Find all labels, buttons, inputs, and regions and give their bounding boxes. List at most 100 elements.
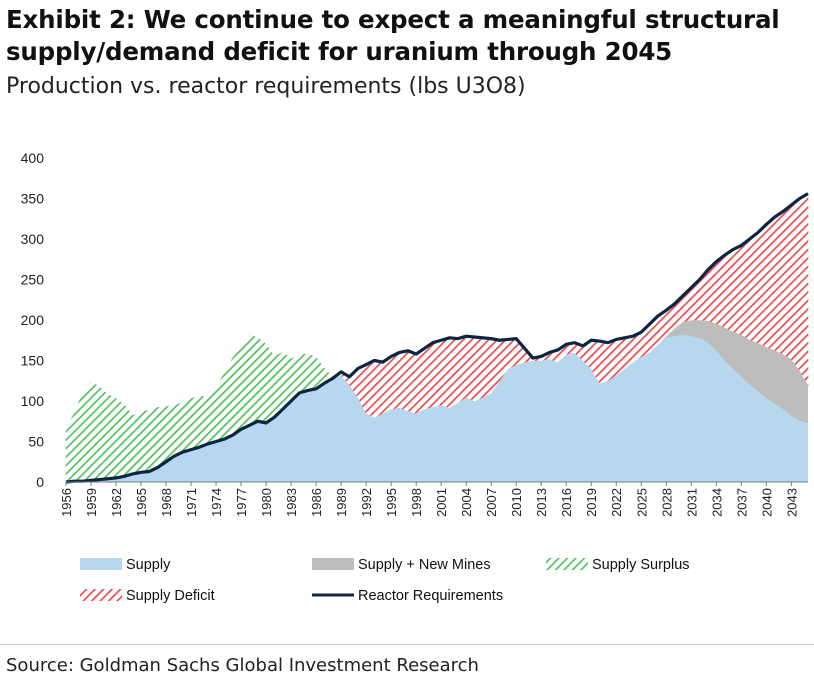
area-supply-deficit bbox=[382, 355, 392, 414]
area-supply-deficit bbox=[741, 238, 750, 340]
x-tick-label: 2025 bbox=[634, 488, 649, 517]
y-tick-label: 300 bbox=[21, 231, 45, 247]
y-tick-label: 150 bbox=[21, 353, 45, 369]
area-supply-surplus bbox=[165, 404, 175, 463]
chart-title: Exhibit 2: We continue to expect a meani… bbox=[6, 5, 780, 66]
area-supply-deficit bbox=[724, 248, 734, 332]
area-supply-surplus bbox=[132, 411, 142, 475]
area-supply-deficit bbox=[774, 210, 784, 355]
area-supply-surplus bbox=[90, 381, 100, 481]
area-supply-surplus bbox=[232, 343, 242, 436]
x-tick-label: 1995 bbox=[384, 488, 399, 517]
x-tick-label: 2031 bbox=[684, 488, 699, 517]
area-supply-deficit bbox=[507, 338, 517, 370]
x-tick-label: 2013 bbox=[534, 488, 549, 517]
area-supply-surplus bbox=[257, 337, 267, 424]
area-supply-surplus bbox=[307, 353, 317, 391]
x-tick-label: 1983 bbox=[284, 488, 299, 517]
area-supply-deficit bbox=[766, 216, 775, 351]
x-tick-label: 1977 bbox=[234, 488, 249, 517]
uranium-supply-demand-chart: 0 50 100 150 200 250 300 350 400 1956 1959 1962 196… bbox=[21, 150, 809, 604]
x-tick-label: 1989 bbox=[334, 488, 349, 517]
area-supply-deficit bbox=[782, 204, 792, 360]
area-supply-surplus bbox=[224, 356, 234, 440]
x-tick-label: 2040 bbox=[759, 488, 774, 517]
line-reactor-requirements bbox=[65, 192, 809, 484]
area-supply-surplus bbox=[299, 353, 309, 394]
area-supply-deficit bbox=[365, 360, 375, 418]
x-tick-label: 1992 bbox=[359, 488, 374, 517]
area-supply-surplus bbox=[265, 343, 275, 424]
x-tick-label: 1959 bbox=[84, 488, 99, 517]
area-supply-surplus bbox=[124, 404, 133, 477]
legend-item-reactor: Reactor Requirements bbox=[312, 588, 503, 604]
legend-item-surplus: Supply Surplus bbox=[546, 557, 690, 573]
legend-swatch bbox=[546, 558, 588, 570]
area-supply-deficit bbox=[707, 260, 717, 324]
x-tick-label: 2028 bbox=[659, 488, 674, 517]
x-tick-label: 2016 bbox=[559, 488, 574, 517]
area-supply-deficit bbox=[474, 336, 484, 402]
area-supply-deficit bbox=[599, 340, 609, 384]
x-tick-label: 2019 bbox=[584, 488, 599, 517]
area-supply-deficit bbox=[607, 339, 617, 382]
area-supply-surplus bbox=[182, 398, 192, 453]
area-supply-deficit bbox=[482, 337, 492, 398]
y-tick-label: 400 bbox=[21, 150, 45, 166]
area-supply-deficit bbox=[732, 245, 742, 336]
area-supply-deficit bbox=[407, 350, 417, 414]
area-supply-surplus bbox=[207, 388, 217, 445]
legend-swatch bbox=[312, 558, 354, 570]
source-note: Source: Goldman Sachs Global Investment … bbox=[6, 655, 479, 676]
y-tick-label: 200 bbox=[21, 312, 45, 328]
area-supply-surplus bbox=[82, 381, 92, 482]
area-supply-deficit bbox=[440, 337, 450, 408]
area-supply-surplus bbox=[65, 413, 75, 483]
area-supply-deficit bbox=[465, 335, 475, 402]
source-divider bbox=[0, 644, 814, 645]
x-tick-label: 1986 bbox=[309, 488, 324, 517]
area-supply-surplus bbox=[115, 397, 125, 479]
x-tick-label: 1980 bbox=[259, 488, 274, 517]
y-tick-label: 50 bbox=[28, 434, 44, 450]
x-tick-label: 2022 bbox=[609, 488, 624, 517]
area-supply-deficit bbox=[399, 350, 409, 412]
area-supply-surplus bbox=[215, 372, 225, 442]
legend-label: Reactor Requirements bbox=[358, 588, 503, 604]
x-tick-label: 1965 bbox=[134, 488, 149, 517]
area-supply-surplus bbox=[199, 395, 209, 448]
area-supply-deficit bbox=[424, 342, 434, 410]
area-supply-surplus bbox=[149, 407, 159, 472]
area-supply-surplus bbox=[157, 406, 167, 468]
area-supply-deficit bbox=[432, 339, 442, 408]
area-supply-surplus bbox=[107, 394, 117, 480]
x-tick-label: 2010 bbox=[509, 488, 524, 517]
area-supply-deficit bbox=[715, 254, 725, 328]
legend-item-new-mines: Supply + New Mines bbox=[312, 557, 491, 573]
area-supply-surplus bbox=[74, 392, 83, 482]
area-supply-deficit bbox=[374, 360, 384, 418]
area-supply-deficit bbox=[457, 335, 467, 404]
legend-swatch bbox=[80, 589, 122, 601]
legend-label: Supply Surplus bbox=[592, 557, 690, 573]
legend-item-deficit: Supply Deficit bbox=[80, 588, 215, 604]
legend-label: Supply + New Mines bbox=[358, 557, 491, 573]
y-tick-label: 350 bbox=[21, 191, 45, 207]
area-supply-deficit bbox=[615, 337, 625, 376]
x-tick-label: 2034 bbox=[709, 488, 724, 517]
x-tick-label: 2001 bbox=[434, 488, 449, 517]
area-supply-deficit bbox=[415, 347, 425, 414]
x-tick-label: 1974 bbox=[209, 488, 224, 517]
legend-label: Supply bbox=[126, 557, 171, 573]
x-tick-label: 2037 bbox=[734, 488, 749, 517]
area-supply-deficit bbox=[390, 351, 400, 410]
area-supply-deficit bbox=[449, 337, 459, 409]
x-tick-label: 2007 bbox=[484, 488, 499, 517]
area-supply-surplus bbox=[240, 333, 250, 430]
x-tick-label: 1971 bbox=[184, 488, 199, 517]
x-tick-label: 1968 bbox=[159, 488, 174, 517]
chart-subtitle: Production vs. reactor requirements (lbs… bbox=[6, 74, 526, 99]
area-supply-surplus bbox=[190, 395, 200, 450]
legend-label: Supply Deficit bbox=[126, 588, 215, 604]
area-supply-deficit bbox=[799, 193, 809, 386]
